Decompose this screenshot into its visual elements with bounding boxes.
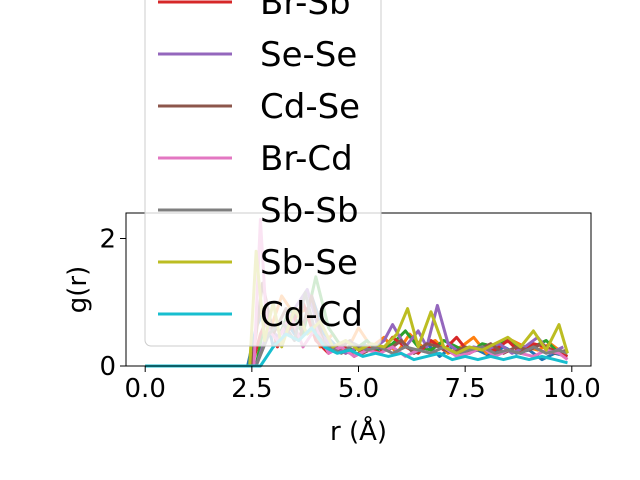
legend: Br-Sb Se-Se Cd-Se Br-Cd Sb-Sb Sb-Se Cd-Cd (144, 0, 382, 347)
y-tick-label: 2 (99, 225, 116, 255)
legend-label: Cd-Se (260, 87, 360, 127)
x-tick-label: 5.0 (338, 374, 379, 404)
x-tick-label: 10.0 (543, 374, 601, 404)
legend-label: Br-Sb (260, 0, 351, 23)
legend-box (144, 0, 382, 347)
legend-label: Sb-Sb (260, 191, 359, 231)
legend-label: Cd-Cd (260, 295, 363, 335)
axes: 0.0 2.5 5.0 7.5 10.0 0 2 r (Å) g(r) (63, 225, 601, 448)
y-axis-title: g(r) (63, 266, 93, 313)
x-tick-label: 0.0 (125, 374, 166, 404)
x-axis-title: r (Å) (330, 415, 387, 447)
legend-label: Sb-Se (260, 243, 358, 283)
legend-label: Se-Se (260, 35, 357, 75)
x-tick-label: 7.5 (444, 374, 485, 404)
y-tick-label: 0 (99, 352, 116, 382)
legend-label: Br-Cd (260, 139, 353, 179)
x-tick-label: 2.5 (231, 374, 272, 404)
